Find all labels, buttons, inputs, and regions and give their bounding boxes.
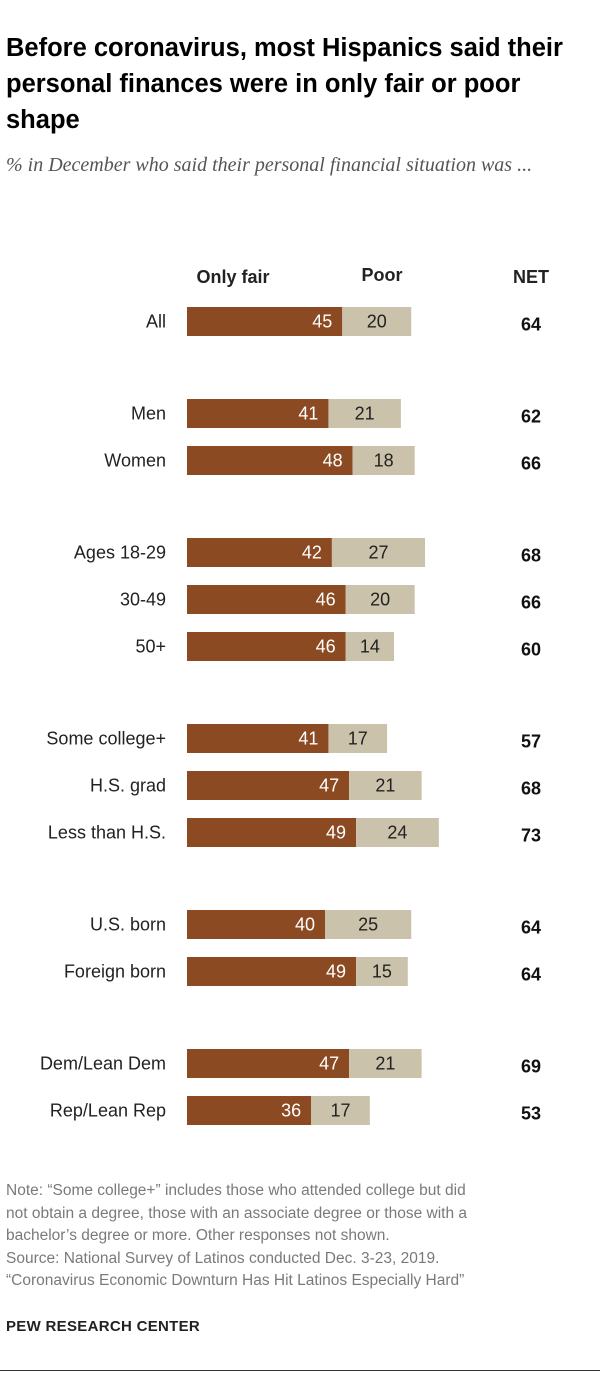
value-poor-rep-lean-rep: 17 <box>331 1101 351 1121</box>
legend-poor: Poor <box>361 265 402 285</box>
bar-only-fair-women <box>187 446 353 475</box>
brand-name: PEW RESEARCH CENTER <box>6 1318 201 1335</box>
value-poor-men: 21 <box>355 404 375 424</box>
value-only-fair-ages-18-29: 42 <box>302 543 322 563</box>
net-value-men: 62 <box>521 407 541 427</box>
row-label-some-college: Some college+ <box>46 729 166 749</box>
notes-block: Note: “Some college+” includes those who… <box>6 1180 596 1293</box>
row-label-u-s-born: U.S. born <box>90 915 166 935</box>
value-only-fair-dem-lean-dem: 47 <box>319 1054 339 1074</box>
net-value-foreign-born: 64 <box>521 965 541 985</box>
value-only-fair-all: 45 <box>312 312 332 332</box>
note-line-1: Note: “Some college+” includes those who… <box>6 1182 466 1199</box>
bar-only-fair-less-than-h-s <box>187 818 357 847</box>
row-label-h-s-grad: H.S. grad <box>90 776 166 796</box>
net-value-all: 64 <box>521 315 541 335</box>
row-label-less-than-h-s: Less than H.S. <box>48 823 166 843</box>
value-poor-all: 20 <box>367 312 387 332</box>
value-poor-ages-18-29: 27 <box>368 543 388 563</box>
value-poor-h-s-grad: 21 <box>375 776 395 796</box>
bar-only-fair-all <box>187 307 343 336</box>
value-poor-50: 14 <box>360 637 380 657</box>
net-value-ages-18-29: 68 <box>521 546 541 566</box>
net-value-rep-lean-rep: 53 <box>521 1104 541 1124</box>
source-line: Source: National Survey of Latinos condu… <box>6 1249 440 1267</box>
value-only-fair-less-than-h-s: 49 <box>326 823 346 843</box>
value-only-fair-50: 46 <box>316 637 336 657</box>
bar-poor-dem-lean-dem <box>349 1049 422 1078</box>
row-label-all: All <box>146 312 166 332</box>
row-label-rep-lean-rep: Rep/Lean Rep <box>50 1101 166 1121</box>
net-value-women: 66 <box>521 454 541 474</box>
row-label-dem-lean-dem: Dem/Lean Dem <box>40 1054 166 1074</box>
value-poor-women: 18 <box>374 451 394 471</box>
note-line-2: not obtain a degree, those with an assoc… <box>6 1204 467 1222</box>
row-label-women: Women <box>104 451 166 471</box>
bar-poor-30-49 <box>345 585 415 614</box>
legend-only-fair: Only fair <box>196 267 269 287</box>
net-value-u-s-born: 64 <box>521 918 541 938</box>
bar-poor-women <box>352 446 415 475</box>
bar-poor-u-s-born <box>325 910 412 939</box>
bottom-divider <box>0 1370 600 1371</box>
value-only-fair-women: 48 <box>323 451 343 471</box>
row-label-foreign-born: Foreign born <box>64 962 166 982</box>
value-only-fair-some-college: 41 <box>298 729 318 749</box>
bar-poor-men <box>328 399 401 428</box>
value-poor-less-than-h-s: 24 <box>387 823 407 843</box>
net-value-some-college: 57 <box>521 732 541 752</box>
bar-poor-rep-lean-rep <box>311 1096 370 1125</box>
row-label-50: 50+ <box>135 637 166 657</box>
chart-title: Before coronavirus, most Hispanics said … <box>6 34 563 134</box>
net-value-dem-lean-dem: 69 <box>521 1057 541 1077</box>
bar-only-fair-rep-lean-rep <box>187 1096 312 1125</box>
stacked-bar-chart: Only fair Poor NET All 45 20 64 Men 41 21 62 Women 4… <box>40 265 549 1125</box>
row-label-ages-18-29: Ages 18-29 <box>74 543 166 563</box>
net-value-h-s-grad: 68 <box>521 779 541 799</box>
value-only-fair-h-s-grad: 47 <box>319 776 339 796</box>
bar-only-fair-men <box>187 399 329 428</box>
chart-subtitle: % in December who said their personal fi… <box>6 154 533 176</box>
bar-only-fair-some-college <box>187 724 329 753</box>
bar-poor-less-than-h-s <box>356 818 439 847</box>
bar-poor-ages-18-29 <box>331 538 426 567</box>
value-only-fair-u-s-born: 40 <box>295 915 315 935</box>
value-poor-dem-lean-dem: 21 <box>375 1054 395 1074</box>
note-line-3: bachelor’s degree or more. Other respons… <box>6 1227 390 1244</box>
bar-only-fair-foreign-born <box>187 957 357 986</box>
bar-only-fair-h-s-grad <box>187 771 350 800</box>
bar-only-fair-u-s-born <box>187 910 325 939</box>
row-label-30-49: 30-49 <box>120 590 166 610</box>
bar-poor-all <box>342 307 412 336</box>
bar-poor-foreign-born <box>356 957 408 986</box>
row-label-men: Men <box>131 404 166 424</box>
value-only-fair-rep-lean-rep: 36 <box>281 1101 301 1121</box>
bar-poor-some-college <box>328 724 388 753</box>
net-header: NET <box>513 267 549 287</box>
report-title-line: “Coronavirus Economic Downturn Has Hit L… <box>6 1272 465 1289</box>
net-value-less-than-h-s: 73 <box>521 826 541 846</box>
value-poor-some-college: 17 <box>348 729 368 749</box>
bar-only-fair-30-49 <box>187 585 346 614</box>
value-only-fair-men: 41 <box>298 404 318 424</box>
net-value-30-49: 66 <box>521 593 541 613</box>
value-only-fair-30-49: 46 <box>316 590 336 610</box>
bar-only-fair-50 <box>187 632 346 661</box>
net-value-50: 60 <box>521 640 541 660</box>
value-poor-30-49: 20 <box>370 590 390 610</box>
bar-only-fair-ages-18-29 <box>187 538 332 567</box>
bar-poor-50 <box>345 632 394 661</box>
value-only-fair-foreign-born: 49 <box>326 962 346 982</box>
bar-poor-h-s-grad <box>349 771 422 800</box>
value-poor-foreign-born: 15 <box>372 962 392 982</box>
bar-only-fair-dem-lean-dem <box>187 1049 350 1078</box>
value-poor-u-s-born: 25 <box>358 915 378 935</box>
